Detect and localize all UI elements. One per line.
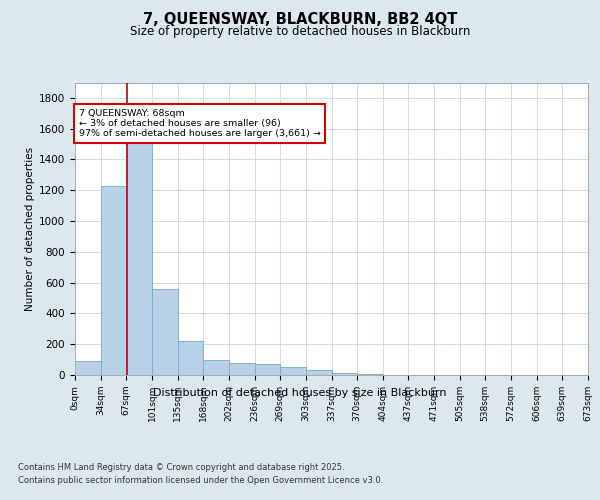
Text: 7 QUEENSWAY: 68sqm
← 3% of detached houses are smaller (96)
97% of semi-detached: 7 QUEENSWAY: 68sqm ← 3% of detached hous… (79, 108, 320, 138)
Bar (280, 368, 306, 375)
Text: Distribution of detached houses by size in Blackburn: Distribution of detached houses by size … (153, 388, 447, 398)
Bar (332, 374, 357, 375)
Y-axis label: Number of detached properties: Number of detached properties (25, 146, 35, 311)
Bar (126, 126, 152, 375)
Bar (75, 361, 101, 375)
Bar (152, 289, 178, 375)
Bar (255, 364, 280, 375)
Text: 7, QUEENSWAY, BLACKBURN, BB2 4QT: 7, QUEENSWAY, BLACKBURN, BB2 4QT (143, 12, 457, 28)
Bar (101, 186, 126, 375)
Text: Contains HM Land Registry data © Crown copyright and database right 2025.: Contains HM Land Registry data © Crown c… (18, 464, 344, 472)
Bar (203, 360, 229, 375)
Text: Size of property relative to detached houses in Blackburn: Size of property relative to detached ho… (130, 25, 470, 38)
Bar (229, 362, 255, 375)
Bar (306, 370, 332, 375)
Bar (178, 341, 203, 375)
Bar (357, 374, 383, 375)
Text: Contains public sector information licensed under the Open Government Licence v3: Contains public sector information licen… (18, 476, 383, 485)
